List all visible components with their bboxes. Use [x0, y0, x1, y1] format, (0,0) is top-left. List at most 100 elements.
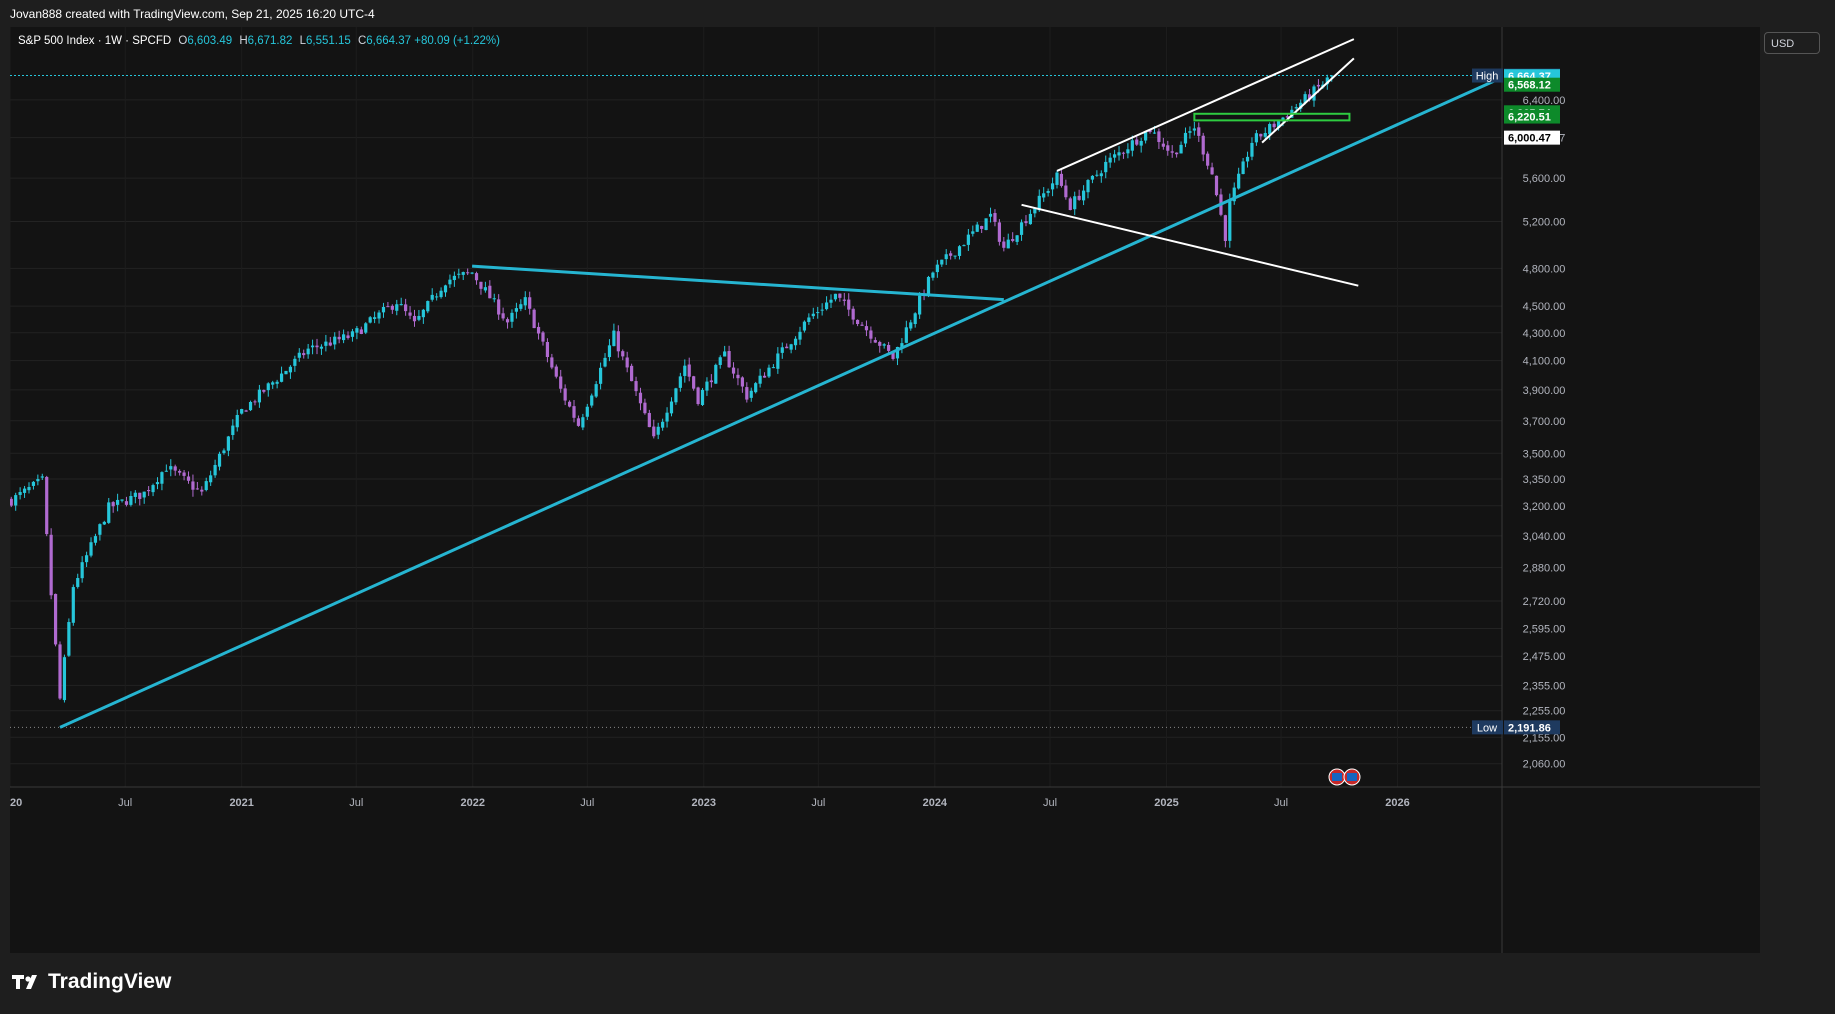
- x-tick-label: 2022: [460, 797, 484, 809]
- candle-body: [847, 299, 851, 310]
- y-tick-label: 3,200.00: [1523, 501, 1566, 513]
- candle-body: [310, 345, 315, 348]
- candle-body: [949, 253, 953, 256]
- candle-body: [1126, 149, 1130, 154]
- candle-body: [58, 644, 62, 699]
- drawings: [59, 38, 1503, 729]
- y-tick-label: 2,880.00: [1523, 562, 1566, 574]
- candle-body: [749, 390, 753, 398]
- candle-body: [373, 317, 377, 319]
- low-value: 6,551.15: [306, 35, 351, 47]
- candle-body: [1294, 107, 1298, 109]
- candle-body: [754, 383, 758, 393]
- chart-area[interactable]: 2020 Jul 2021 Jul 2022 Jul 2023 Jul 2024 Jul 2025 J…: [10, 27, 1760, 953]
- candle-body: [1144, 131, 1148, 141]
- candle-body: [718, 357, 722, 365]
- y-tick-label: 6,400.00: [1523, 95, 1566, 107]
- candle-body: [1299, 102, 1303, 109]
- x-tick-label: 2021: [229, 797, 253, 809]
- candle-body: [399, 304, 403, 306]
- candle-body: [14, 495, 18, 506]
- y-tick-label: 3,350.00: [1523, 474, 1566, 486]
- candle-body: [240, 409, 244, 414]
- candle-body: [1037, 195, 1041, 211]
- candle-body: [816, 312, 820, 314]
- candle-body: [904, 327, 908, 343]
- candle-body: [523, 297, 527, 306]
- candle-body: [1276, 121, 1281, 128]
- candle-body: [656, 426, 660, 435]
- price-tag-value: 2,191.86: [1508, 722, 1551, 734]
- candle-body: [638, 392, 643, 404]
- low-label: L: [299, 35, 306, 47]
- candle-body: [882, 344, 886, 346]
- candle-body: [940, 259, 944, 265]
- candle-body: [594, 384, 598, 397]
- candle-body: [421, 309, 425, 318]
- candle-body: [1108, 157, 1112, 163]
- 2022-resistance: [472, 264, 1004, 302]
- candle-body: [430, 294, 434, 300]
- candle-body: [731, 367, 736, 374]
- candle-body: [209, 475, 213, 483]
- candle-body: [692, 376, 696, 389]
- candle-body: [975, 224, 979, 232]
- candle-body: [355, 328, 359, 333]
- candle-body: [27, 487, 31, 491]
- candle-body: [1259, 133, 1263, 137]
- candle-body: [1064, 185, 1068, 198]
- candle-body: [603, 357, 607, 367]
- candle-body: [200, 489, 204, 492]
- candle-body: [980, 225, 984, 229]
- candle-body: [80, 562, 84, 579]
- candle-body: [1073, 196, 1077, 210]
- price-tag-bg: [1504, 720, 1560, 735]
- candle-body: [957, 246, 962, 256]
- candle-body: [842, 299, 846, 301]
- candle-body: [466, 272, 470, 274]
- recent-uptrend: [1261, 57, 1355, 144]
- candle-body: [426, 301, 430, 312]
- candle-body: [833, 293, 838, 300]
- candle-body: [89, 542, 93, 556]
- event-flags: [1328, 768, 1361, 786]
- candle-body: [62, 657, 67, 701]
- candle-body: [1268, 124, 1272, 135]
- x-tick-label: Jul: [1043, 797, 1057, 809]
- x-tick-label: Jul: [580, 797, 594, 809]
- high-label: H: [239, 35, 248, 47]
- candle-body: [536, 326, 541, 334]
- candle-body: [297, 352, 301, 358]
- candle-body: [204, 481, 208, 491]
- candle-body: [1028, 213, 1033, 225]
- price-tag-bg: [1504, 130, 1560, 145]
- candle-body: [1206, 153, 1210, 166]
- y-tick-label: 5,200.00: [1523, 216, 1566, 228]
- long-term-support: [59, 76, 1503, 729]
- y-tick-label: 2,475.00: [1523, 651, 1566, 663]
- y-tick-label: 4,100.00: [1523, 356, 1566, 368]
- y-tick-label: 2,060.00: [1523, 759, 1566, 771]
- candle-body: [45, 476, 49, 535]
- candle-body: [147, 490, 151, 492]
- y-tick-label: 4,800.00: [1523, 263, 1566, 275]
- candle-body: [1316, 84, 1321, 87]
- candle-body: [1312, 86, 1316, 101]
- candle-body: [302, 353, 306, 356]
- candle-body: [213, 464, 217, 476]
- currency-button[interactable]: USD: [1764, 32, 1820, 54]
- candle-body: [160, 472, 164, 484]
- candle-body: [257, 389, 262, 403]
- x-tick-label: Jul: [118, 797, 132, 809]
- us-flag-icon-field: [1332, 773, 1342, 781]
- candle-body: [1059, 173, 1064, 186]
- candle-body: [1139, 140, 1143, 146]
- candle-body: [1055, 172, 1059, 185]
- candles: [10, 74, 1334, 703]
- price-chart[interactable]: 2020 Jul 2021 Jul 2022 Jul 2023 Jul 2024 Jul 2025 J…: [10, 27, 1760, 953]
- high-value: 6,671.82: [247, 35, 293, 47]
- candle-body: [457, 273, 461, 275]
- candle-body: [1046, 191, 1050, 193]
- candle-body: [572, 406, 576, 418]
- candle-body: [1130, 140, 1134, 151]
